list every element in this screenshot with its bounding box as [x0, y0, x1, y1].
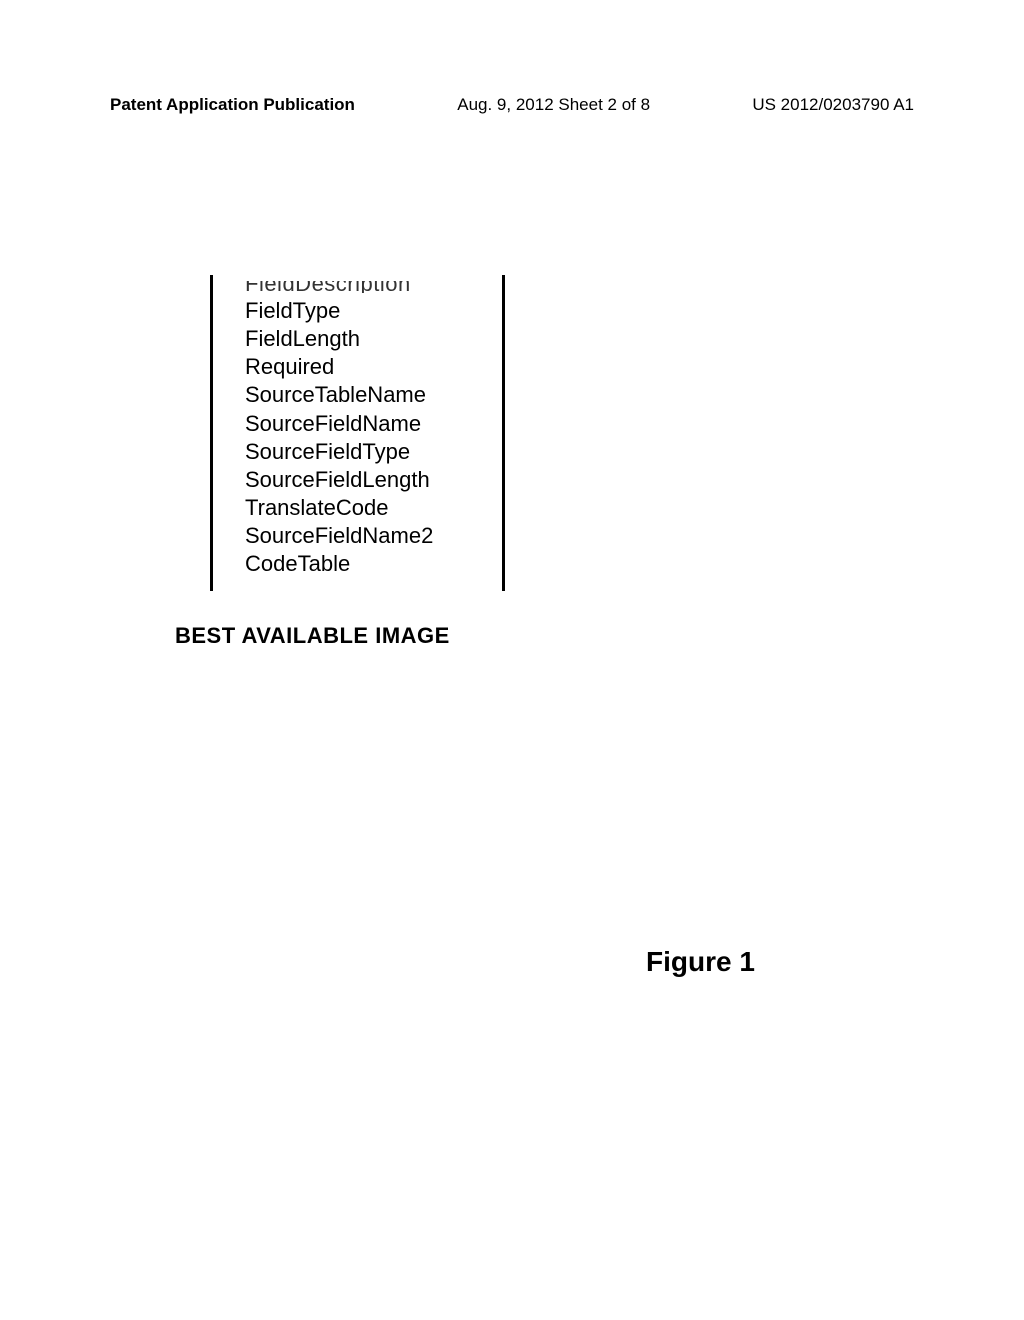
header-publication-type: Patent Application Publication	[110, 95, 355, 115]
field-item: SourceFieldType	[245, 438, 488, 466]
best-available-label: BEST AVAILABLE IMAGE	[175, 623, 450, 649]
field-item: Required	[245, 353, 488, 381]
field-item: SourceFieldName	[245, 410, 488, 438]
field-item: FieldLength	[245, 325, 488, 353]
field-item: CodeTable	[245, 550, 488, 578]
field-item: SourceFieldLength	[245, 466, 488, 494]
page-header: Patent Application Publication Aug. 9, 2…	[0, 95, 1024, 115]
field-item: SourceTableName	[245, 381, 488, 409]
field-item: TranslateCode	[245, 494, 488, 522]
figure-label: Figure 1	[646, 946, 755, 978]
field-item: FieldType	[245, 297, 488, 325]
field-list: FieldType FieldLength Required SourceTab…	[245, 297, 488, 579]
field-table-box: FieldDescription FieldType FieldLength R…	[210, 275, 505, 591]
field-item: SourceFieldName2	[245, 522, 488, 550]
header-patent-number: US 2012/0203790 A1	[752, 95, 914, 115]
header-date-sheet: Aug. 9, 2012 Sheet 2 of 8	[457, 95, 650, 115]
cut-off-field-text: FieldDescription	[245, 281, 488, 293]
